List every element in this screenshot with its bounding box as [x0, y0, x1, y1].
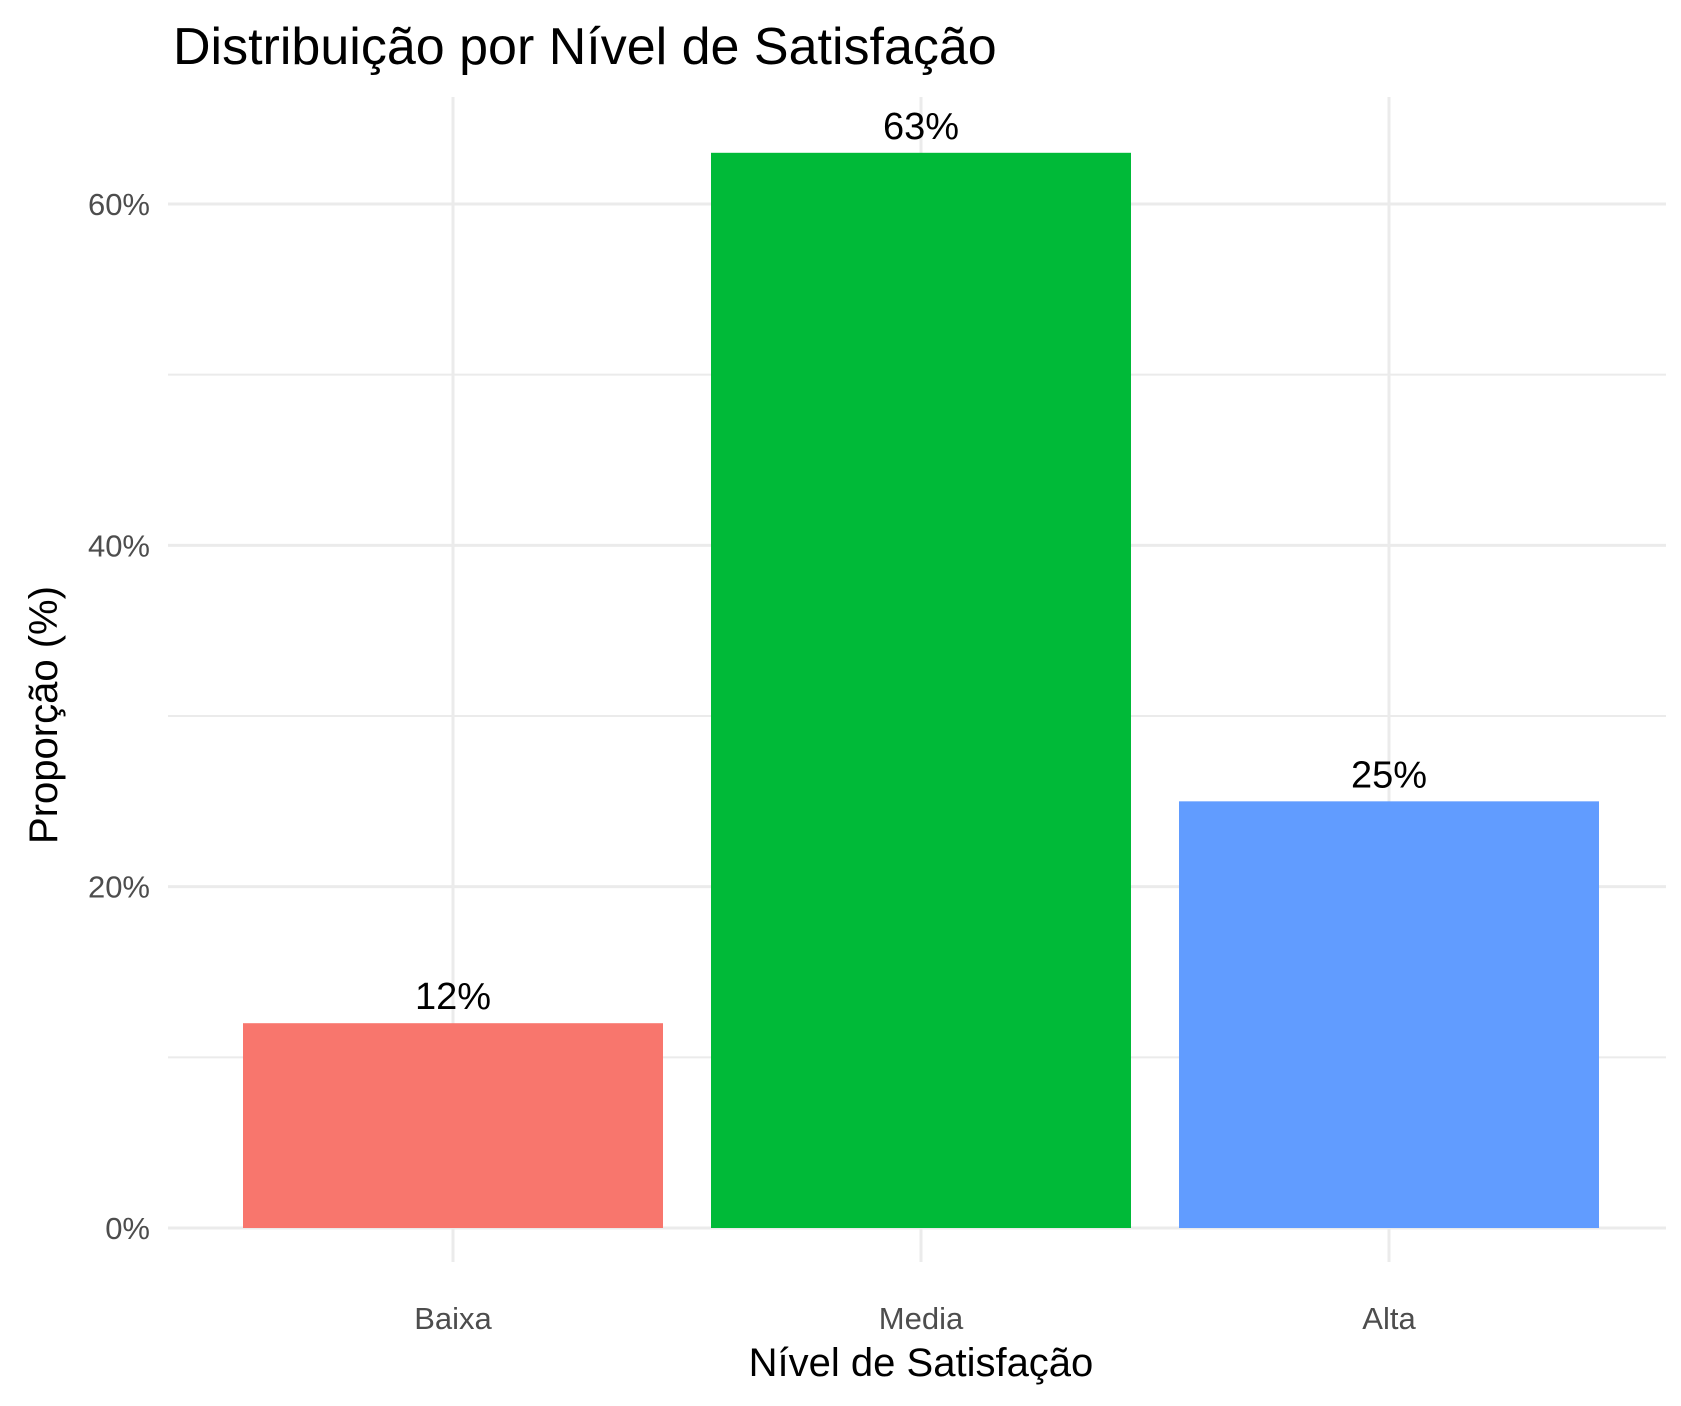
- y-axis-title: Proporção (%): [22, 586, 66, 844]
- bar-media: [711, 152, 1131, 1228]
- data-label-alta: 25%: [1351, 754, 1427, 796]
- data-labels: 12% 63% 25%: [415, 106, 1427, 1018]
- bar-alta: [1179, 801, 1599, 1228]
- bars: [243, 152, 1599, 1228]
- data-label-media: 63%: [883, 106, 959, 148]
- y-axis-ticks: 0% 20% 40% 60%: [88, 187, 150, 1246]
- data-label-baixa: 12%: [415, 976, 491, 1018]
- y-tick-label: 20%: [88, 870, 150, 905]
- x-axis-ticks: Baixa Media Alta: [414, 1301, 1416, 1336]
- bar-baixa: [243, 1023, 663, 1228]
- x-axis-title: Nível de Satisfação: [749, 1341, 1094, 1385]
- x-tick-label: Alta: [1362, 1301, 1416, 1336]
- y-tick-label: 0%: [105, 1211, 150, 1246]
- y-tick-label: 60%: [88, 187, 150, 222]
- x-tick-label: Media: [879, 1301, 964, 1336]
- x-tick-label: Baixa: [414, 1301, 492, 1336]
- chart-title: Distribuição por Nível de Satisfação: [173, 18, 997, 76]
- y-tick-label: 40%: [88, 528, 150, 563]
